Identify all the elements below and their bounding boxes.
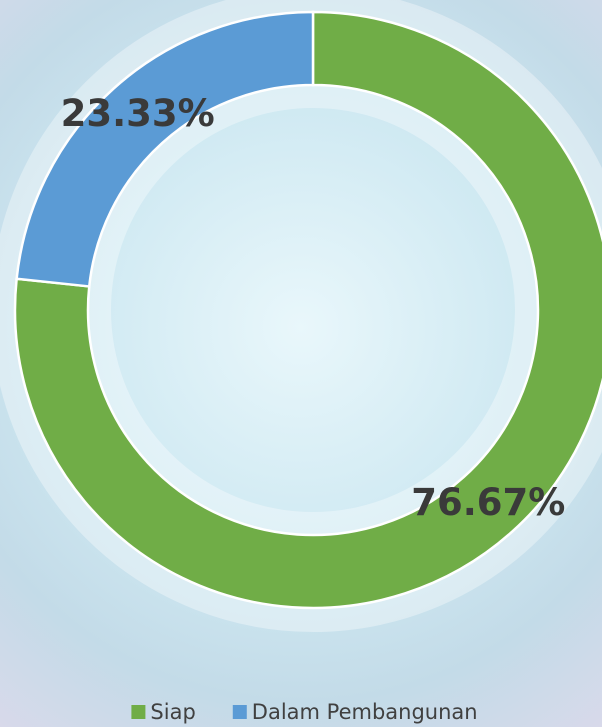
legend-label: Siap (150, 700, 195, 724)
page: 76.67% 23.33% Siap Dalam Pembangunan (0, 0, 602, 727)
legend: Siap Dalam Pembangunan (131, 700, 477, 724)
data-label: 76.67% (411, 481, 565, 524)
data-label: 23.33% (61, 92, 215, 135)
legend-swatch (131, 705, 145, 719)
legend-label: Dalam Pembangunan (252, 700, 478, 724)
chart: 76.67% 23.33% Siap Dalam Pembangunan (0, 0, 602, 727)
legend-swatch (233, 705, 247, 719)
